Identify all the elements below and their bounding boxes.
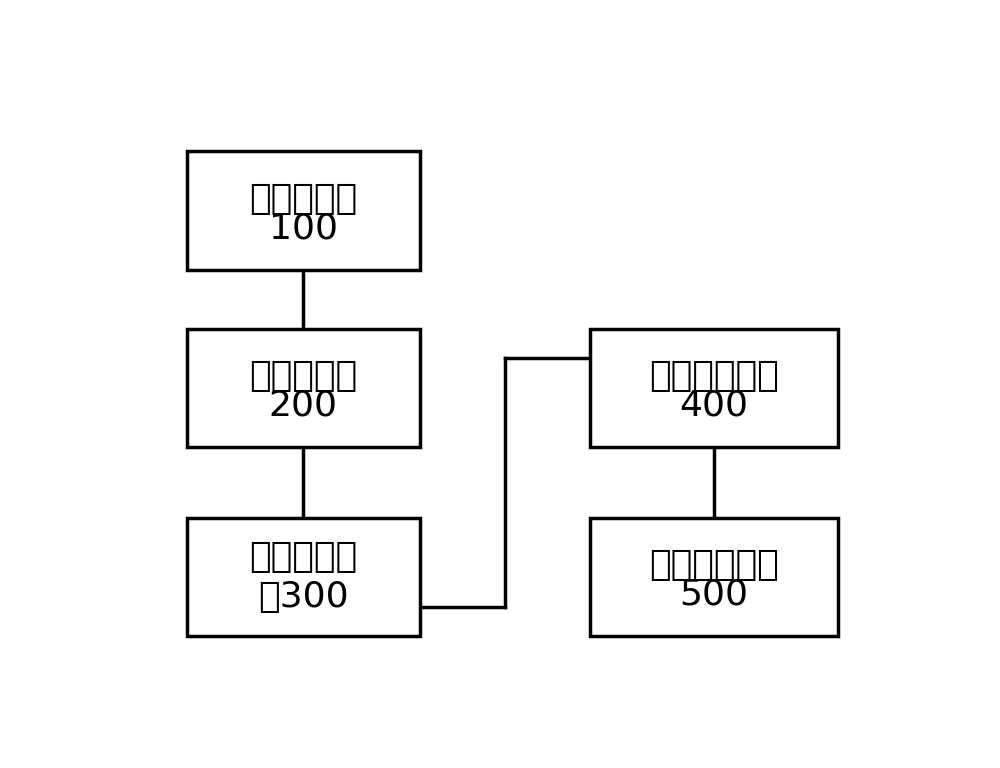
Text: 疾病聚类模
块300: 疾病聚类模 块300 [249, 541, 357, 614]
Text: 200: 200 [269, 389, 338, 422]
FancyBboxPatch shape [187, 151, 420, 270]
Text: 第二分类模块: 第二分类模块 [649, 548, 779, 582]
Text: 100: 100 [269, 211, 338, 245]
FancyBboxPatch shape [187, 518, 420, 636]
Text: 第一分类模块: 第一分类模块 [649, 359, 779, 393]
Text: 向量化模块: 向量化模块 [249, 359, 357, 393]
FancyBboxPatch shape [187, 329, 420, 447]
FancyBboxPatch shape [590, 518, 838, 636]
FancyBboxPatch shape [590, 329, 838, 447]
Text: 500: 500 [680, 578, 748, 612]
Text: 疾病库模块: 疾病库模块 [249, 181, 357, 216]
Text: 400: 400 [680, 389, 748, 422]
